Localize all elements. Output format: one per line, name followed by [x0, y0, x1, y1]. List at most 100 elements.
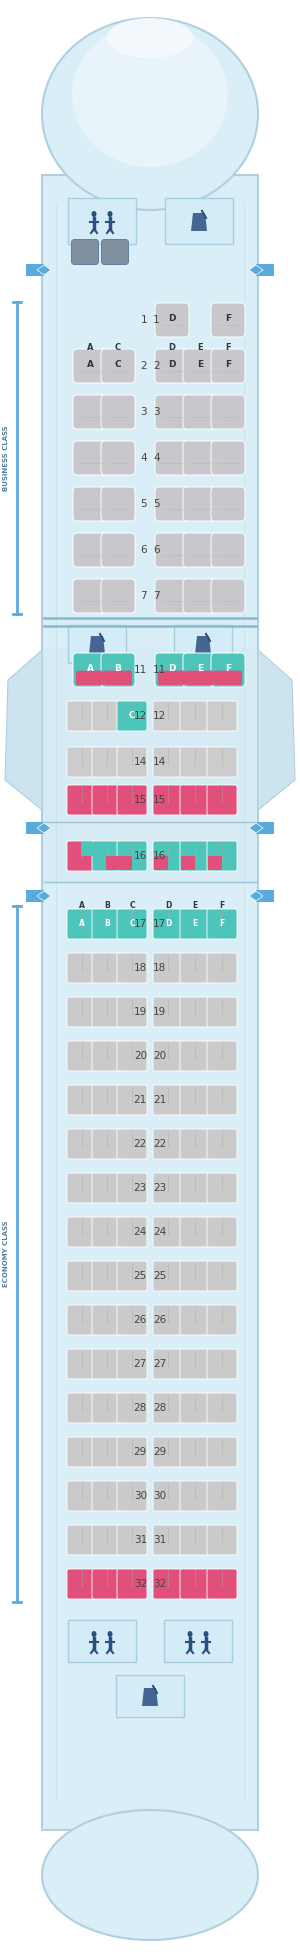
Text: F: F — [225, 359, 231, 369]
Text: 19: 19 — [134, 1007, 147, 1017]
Polygon shape — [191, 213, 207, 230]
FancyBboxPatch shape — [207, 910, 237, 939]
FancyBboxPatch shape — [153, 1437, 183, 1468]
Bar — [106, 857, 121, 871]
Bar — [256, 890, 274, 902]
Bar — [68, 625, 126, 664]
Bar — [26, 890, 44, 902]
FancyBboxPatch shape — [92, 1525, 122, 1556]
Text: 29: 29 — [153, 1446, 166, 1456]
FancyBboxPatch shape — [117, 1394, 147, 1423]
FancyBboxPatch shape — [92, 1306, 122, 1335]
Text: F: F — [219, 919, 225, 929]
FancyBboxPatch shape — [180, 953, 210, 984]
FancyBboxPatch shape — [180, 1569, 210, 1599]
FancyBboxPatch shape — [183, 394, 217, 429]
FancyBboxPatch shape — [67, 1306, 97, 1335]
Bar — [181, 857, 195, 871]
FancyBboxPatch shape — [211, 533, 245, 566]
Bar — [68, 1620, 136, 1661]
FancyBboxPatch shape — [183, 654, 217, 687]
Text: 16: 16 — [134, 851, 147, 861]
Text: A: A — [87, 344, 93, 353]
Text: 5: 5 — [153, 500, 160, 509]
Bar — [154, 857, 168, 871]
FancyBboxPatch shape — [92, 1040, 122, 1072]
Text: 20: 20 — [134, 1050, 147, 1062]
FancyBboxPatch shape — [117, 1216, 147, 1247]
FancyBboxPatch shape — [180, 997, 210, 1027]
FancyBboxPatch shape — [67, 1349, 97, 1378]
Text: 26: 26 — [134, 1316, 147, 1325]
FancyBboxPatch shape — [101, 654, 135, 687]
FancyBboxPatch shape — [207, 1173, 237, 1202]
FancyBboxPatch shape — [183, 486, 217, 521]
FancyBboxPatch shape — [73, 486, 107, 521]
Text: 32: 32 — [134, 1579, 147, 1589]
Text: 1: 1 — [140, 314, 147, 324]
Bar — [26, 822, 44, 834]
Text: C: C — [115, 344, 121, 353]
Text: 16: 16 — [153, 851, 166, 861]
Bar — [116, 1675, 184, 1718]
Text: 1: 1 — [153, 314, 160, 324]
FancyBboxPatch shape — [117, 1437, 147, 1468]
FancyBboxPatch shape — [117, 1040, 147, 1072]
FancyBboxPatch shape — [67, 1482, 97, 1511]
Text: D: D — [168, 359, 176, 369]
FancyBboxPatch shape — [92, 997, 122, 1027]
FancyBboxPatch shape — [153, 1569, 183, 1599]
Text: 6: 6 — [153, 545, 160, 554]
Text: C: C — [129, 902, 135, 910]
FancyBboxPatch shape — [117, 910, 147, 939]
Text: B: B — [104, 919, 110, 929]
FancyBboxPatch shape — [153, 1394, 183, 1423]
Polygon shape — [249, 265, 263, 275]
FancyBboxPatch shape — [92, 1437, 122, 1468]
FancyBboxPatch shape — [92, 910, 122, 939]
Text: 32: 32 — [153, 1579, 166, 1589]
Text: 14: 14 — [153, 757, 166, 767]
Polygon shape — [37, 824, 51, 834]
FancyBboxPatch shape — [92, 953, 122, 984]
FancyBboxPatch shape — [183, 533, 217, 566]
FancyBboxPatch shape — [180, 785, 210, 816]
FancyBboxPatch shape — [101, 394, 135, 429]
Polygon shape — [37, 890, 51, 902]
FancyBboxPatch shape — [67, 1437, 97, 1468]
FancyBboxPatch shape — [207, 1437, 237, 1468]
Bar — [118, 857, 132, 871]
Text: B: B — [104, 902, 110, 910]
Polygon shape — [249, 890, 263, 902]
Text: 25: 25 — [153, 1271, 166, 1281]
FancyBboxPatch shape — [211, 394, 245, 429]
Text: 19: 19 — [153, 1007, 166, 1017]
FancyBboxPatch shape — [76, 671, 104, 685]
Ellipse shape — [42, 18, 258, 211]
Text: 31: 31 — [153, 1534, 166, 1544]
FancyBboxPatch shape — [155, 486, 189, 521]
Text: 18: 18 — [153, 962, 166, 972]
Text: C: C — [129, 711, 135, 720]
FancyBboxPatch shape — [180, 1525, 210, 1556]
FancyBboxPatch shape — [207, 1482, 237, 1511]
FancyBboxPatch shape — [101, 580, 135, 613]
FancyBboxPatch shape — [207, 953, 237, 984]
FancyBboxPatch shape — [71, 240, 98, 265]
FancyBboxPatch shape — [117, 1525, 147, 1556]
FancyBboxPatch shape — [153, 1085, 183, 1115]
Text: 11: 11 — [153, 666, 166, 675]
Text: 26: 26 — [153, 1316, 166, 1325]
Text: 12: 12 — [134, 711, 147, 720]
FancyBboxPatch shape — [207, 785, 237, 816]
Text: 24: 24 — [153, 1228, 166, 1238]
FancyBboxPatch shape — [153, 997, 183, 1027]
Polygon shape — [37, 265, 51, 275]
FancyBboxPatch shape — [117, 1349, 147, 1378]
FancyBboxPatch shape — [92, 1216, 122, 1247]
FancyBboxPatch shape — [73, 441, 107, 474]
Ellipse shape — [92, 211, 97, 217]
Text: 27: 27 — [153, 1359, 166, 1368]
Text: 4: 4 — [140, 453, 147, 463]
FancyBboxPatch shape — [153, 748, 183, 777]
